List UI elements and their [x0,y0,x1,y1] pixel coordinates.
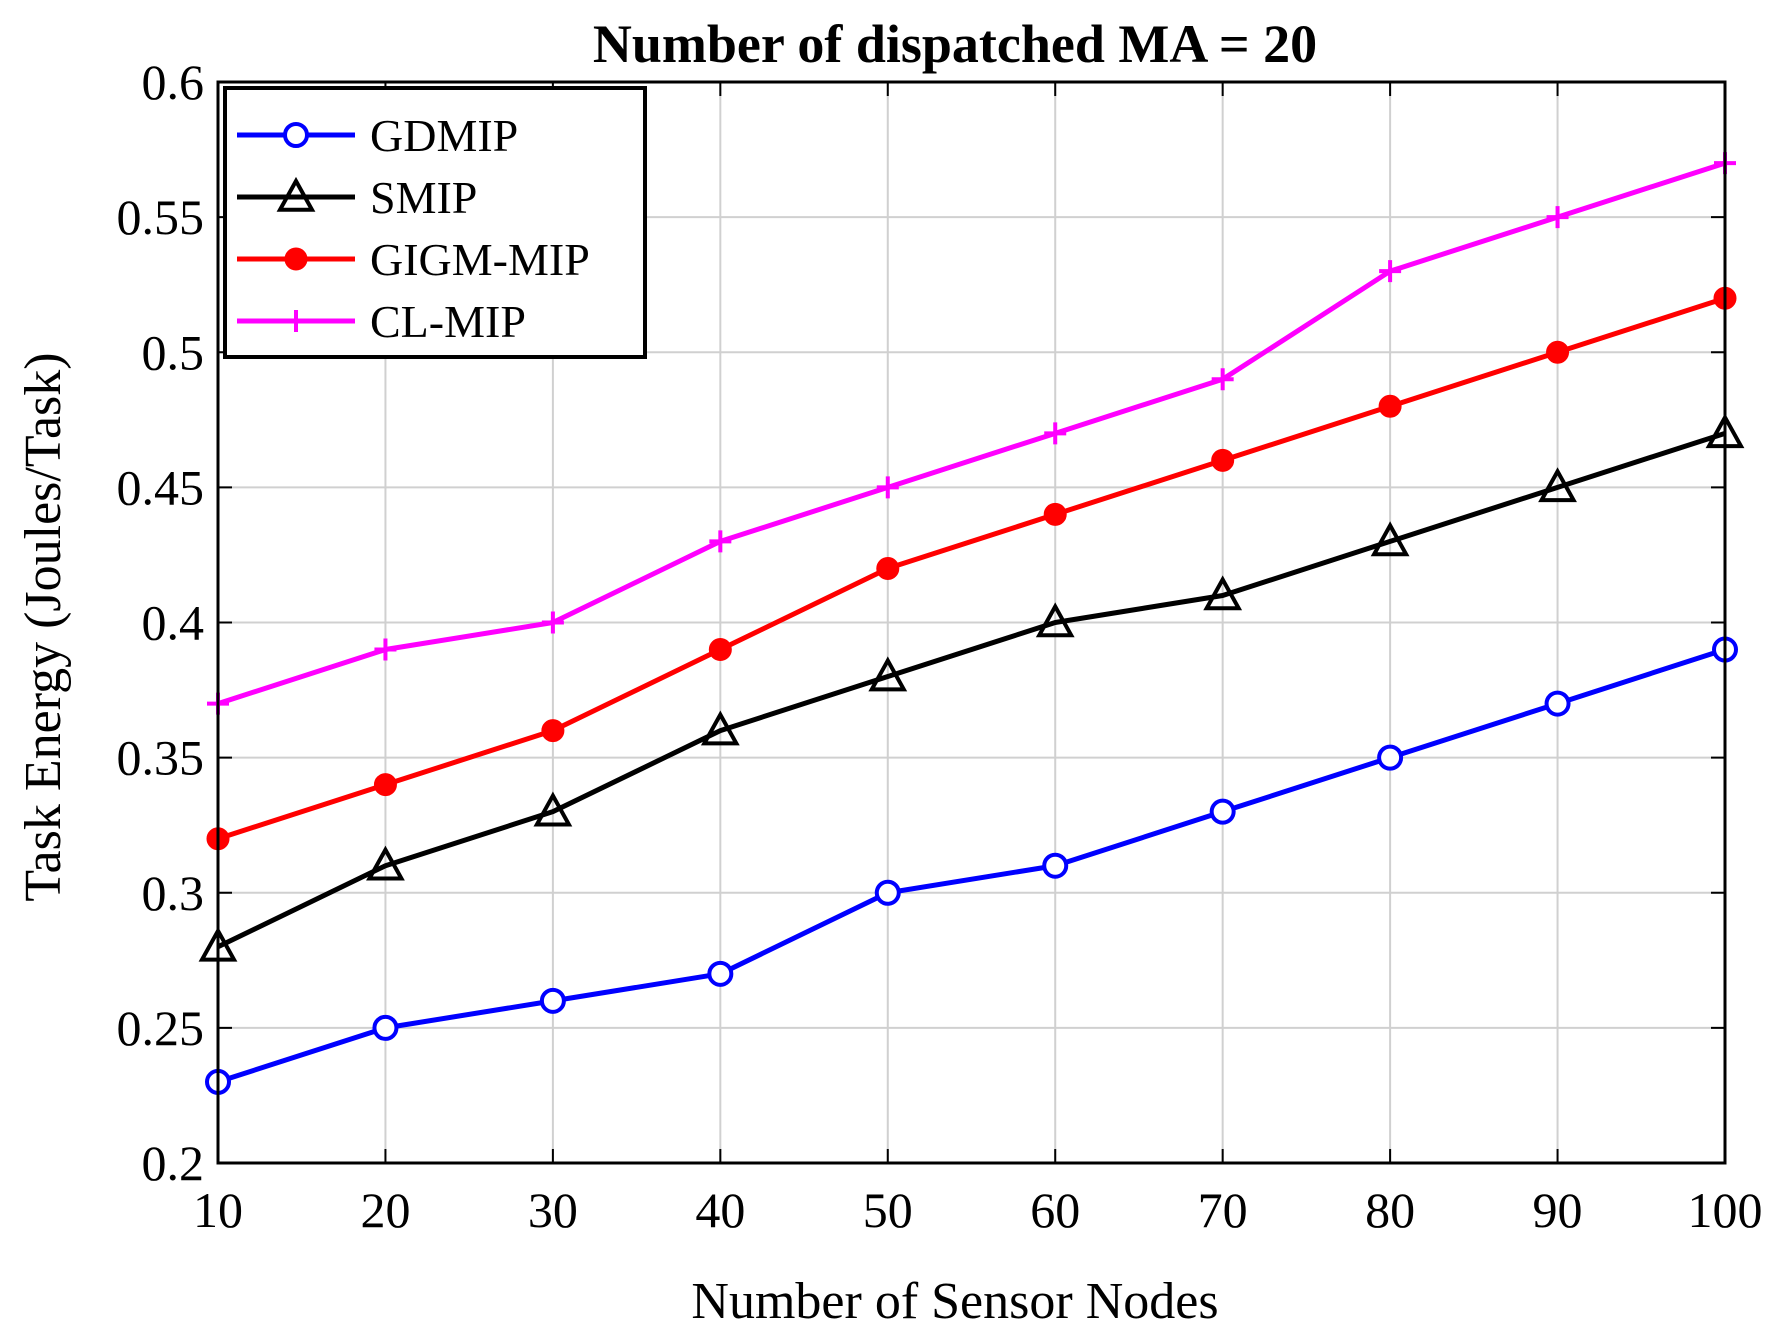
data-point-gdmip [1209,798,1236,825]
legend-label-gigm-mip: GIGM-MIP [370,234,590,285]
chart-title: Number of dispatched MA = 20 [593,14,1317,74]
data-point-cl-mip [374,638,397,661]
data-point-smip [1370,521,1410,557]
legend-marker-smip [276,176,316,212]
x-tick-label: 10 [193,1182,243,1238]
data-point-cl-mip [876,476,899,499]
y-tick-label: 0.2 [142,1135,205,1191]
data-point-gigm-mip [373,773,397,797]
y-tick-label: 0.4 [142,595,205,651]
data-point-cl-mip [1379,260,1402,283]
data-point-gigm-mip [1546,340,1570,364]
data-point-smip [1538,467,1577,503]
data-point-gigm-mip [541,719,565,743]
data-point-gigm-mip [708,638,732,662]
y-tick-label: 0.6 [142,54,205,110]
legend-label-cl-mip: CL-MIP [370,296,526,347]
x-tick-label: 40 [695,1182,745,1238]
data-point-smip [1035,602,1075,638]
y-tick-label: 0.55 [117,189,205,245]
x-tick-label: 90 [1533,1182,1583,1238]
axis-ticks: 10 20 30 40 50 60 70 80 90 100 0.2 0.25 0.3 0.35 0.4 0.… [117,54,1763,1238]
data-point-gdmip [539,987,566,1014]
legend-item-cl-mip: CL-MIP [237,296,526,347]
data-point-gdmip [1544,690,1571,717]
data-point-cl-mip [1044,422,1067,445]
legend-marker-cl-mip [285,310,307,332]
x-tick-label: 80 [1365,1182,1415,1238]
legend: GDMIP SMIP GIGM-MIP CL-MIP [223,86,647,359]
data-point-gdmip [1377,744,1404,771]
data-point-smip [1203,575,1243,611]
data-point-smip [868,656,908,692]
y-tick-label: 0.5 [142,324,205,380]
legend-marker-gdmip [283,122,309,148]
x-axis-label: Number of Sensor Nodes [691,1273,1218,1330]
legend-item-gigm-mip: GIGM-MIP [237,234,590,285]
data-point-smip [366,845,405,881]
series-gigm-mip [206,286,1737,851]
y-tick-label: 0.35 [117,730,205,786]
series-gdmip [205,636,1738,1095]
y-tick-label: 0.45 [117,459,205,515]
data-point-cl-mip [709,530,732,553]
x-tick-label: 20 [360,1182,410,1238]
data-point-smip [700,710,740,746]
series-cl-mip [207,152,1736,715]
data-point-cl-mip [1211,368,1234,391]
data-point-smip [533,791,573,827]
x-tick-label: 50 [863,1182,913,1238]
series-smip [198,413,1745,962]
legend-label-gdmip: GDMIP [370,110,518,161]
data-point-gigm-mip [876,556,900,580]
data-point-gigm-mip [1211,448,1235,472]
legend-item-gdmip: GDMIP [237,110,518,161]
legend-label-smip: SMIP [370,172,477,223]
x-tick-label: 70 [1198,1182,1248,1238]
legend-marker-gigm-mip [284,247,308,271]
y-axis-label: Task Energy (Joules/Task) [15,352,72,901]
data-point-cl-mip [541,611,564,634]
data-point-gigm-mip [1378,394,1402,418]
y-tick-label: 0.25 [117,1000,205,1056]
data-point-gdmip [1042,852,1069,879]
series-line-gdmip [217,647,1726,1085]
x-tick-label: 30 [528,1182,578,1238]
series-line-gigm-mip [217,295,1726,842]
y-tick-label: 0.3 [142,865,205,921]
legend-item-smip: SMIP [237,172,477,223]
data-point-gigm-mip [1043,502,1067,526]
data-point-gdmip [372,1014,399,1041]
data-point-gdmip [707,960,734,987]
data-point-cl-mip [1546,206,1569,229]
x-tick-label: 100 [1688,1182,1763,1238]
series-layer [198,152,1745,1095]
series-line-smip [216,430,1726,950]
data-point-gdmip [874,879,901,906]
x-tick-label: 60 [1030,1182,1080,1238]
series-line-cl-mip [217,160,1726,706]
